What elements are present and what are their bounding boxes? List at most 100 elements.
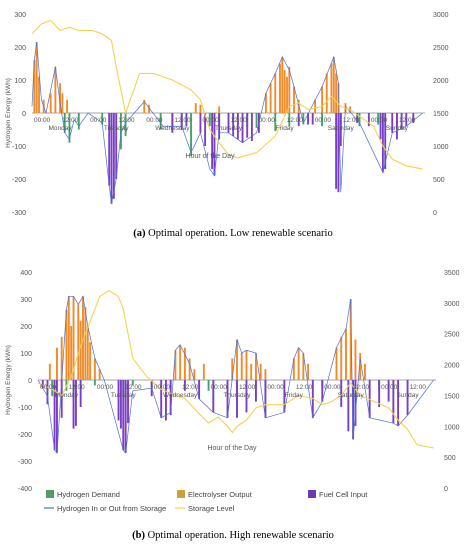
chart2-fuel-cell-bar xyxy=(406,380,409,416)
chart2-x-tick-label: 00:00 xyxy=(267,384,284,391)
chart1-fuel-cell-bar xyxy=(337,113,340,193)
chart1-fuel-cell-bar xyxy=(199,113,202,133)
chart1-electrolyser-bar xyxy=(279,63,281,113)
legend-label: Fuel Cell Input xyxy=(319,490,368,499)
chart1-electrolyser-bar xyxy=(199,104,202,113)
chart1-electrolyser-bar xyxy=(314,99,316,113)
chart1-electrolyser-bar xyxy=(35,42,38,113)
chart1-fuel-cell-bar xyxy=(218,113,221,140)
chart1-fuel-cell-bar xyxy=(246,113,249,138)
chart1-demand-bar xyxy=(119,113,122,150)
chart2-electrolyser-bar xyxy=(340,336,343,380)
chart1-day-label: Wednesday xyxy=(155,125,190,132)
chart1-electrolyser-bar xyxy=(274,73,277,113)
chart2-fuel-cell-bar xyxy=(53,380,56,451)
chart2-y2-tick-label: 2500 xyxy=(444,332,460,339)
chart2-demand-bar xyxy=(207,380,210,391)
chart2-x-tick-label: 00:00 xyxy=(211,384,228,391)
chart2-day-label: Thursday xyxy=(223,392,251,399)
chart2-y-tick-label: 400 xyxy=(20,270,32,277)
chart1-fuel-cell-bar xyxy=(211,113,214,170)
chart1-x-tick-label: 12:00 xyxy=(62,117,79,124)
caption-a: (a) Optimal operation. Low renewable sce… xyxy=(133,228,333,239)
chart1-fuel-cell-bar xyxy=(297,113,300,127)
chart1-electrolyser-bar xyxy=(218,106,221,113)
chart1-electrolyser-bar xyxy=(321,86,324,113)
chart2-electrolyser-bar xyxy=(236,339,238,380)
chart2-electrolyser-bar xyxy=(56,347,58,380)
chart2-fuel-cell-bar xyxy=(160,380,163,418)
chart2-electrolyser-bar xyxy=(84,307,87,380)
chart2-electrolyser-bar xyxy=(183,347,186,380)
chart2-x-tick-label: 12:00 xyxy=(239,384,256,391)
legend-swatch xyxy=(177,490,185,498)
chart1-fuel-cell-bar xyxy=(108,113,111,186)
chart1-demand-bar xyxy=(274,113,277,132)
chart2-electrolyser-bar xyxy=(259,363,262,380)
chart1-electrolyser-bar xyxy=(293,86,295,113)
chart2-electrolyser-bar xyxy=(188,358,191,380)
chart2-y-tick-label: -100 xyxy=(18,405,32,412)
chart2-x-tick-label: 12:00 xyxy=(125,384,142,391)
chart2-demand-bar xyxy=(131,380,134,386)
chart1-storage-level-line xyxy=(31,19,423,170)
chart1-electrolyser-bar xyxy=(283,70,286,113)
chart1-day-label: Saturday xyxy=(328,125,355,132)
chart2-fuel-cell-bar xyxy=(56,380,58,453)
chart2-electrolyser-bar xyxy=(67,296,70,380)
chart1-y-tick-label: -200 xyxy=(12,177,26,184)
chart1-demand-bar xyxy=(208,113,211,127)
chart1-fuel-cell-bar xyxy=(335,113,338,189)
chart1-fuel-cell-bar xyxy=(339,113,342,146)
chart1-x-tick-label: 00:00 xyxy=(259,117,276,124)
chart1-fuel-cell-bar xyxy=(171,113,174,133)
chart2-y2-tick-label: 3500 xyxy=(444,270,460,277)
chart2-x-tick-label: 12:00 xyxy=(353,384,370,391)
chart2-electrolyser-bar xyxy=(354,339,357,380)
chart2-fuel-cell-bar xyxy=(347,380,350,432)
legend-swatch xyxy=(46,490,54,498)
chart2-y-axis-label: Hydrogen Energy (kWh) xyxy=(5,345,12,415)
chart1-x-tick-label: 00:00 xyxy=(371,117,388,124)
chart1-electrolyser-bar xyxy=(194,103,197,113)
chart2-fuel-cell-bar xyxy=(183,380,186,391)
chart1-electrolyser-bar xyxy=(269,83,272,113)
chart1-demand-bar xyxy=(63,113,66,133)
chart1-x-tick-label: 12:00 xyxy=(231,117,248,124)
chart2-electrolyser-bar xyxy=(77,304,80,380)
chart1-y-tick-label: 300 xyxy=(14,12,26,19)
chart2-fuel-cell-bar xyxy=(72,380,75,429)
chart2-y2-tick-label: 1500 xyxy=(444,393,460,400)
chart2-electrolyser-bar xyxy=(250,363,253,380)
chart1-y2-tick-label: 2500 xyxy=(433,45,449,52)
chart2-x-tick-label: 12:00 xyxy=(296,384,313,391)
chart1-fuel-cell-bar xyxy=(395,113,398,140)
chart1-electrolyser-bar xyxy=(148,104,150,113)
chart2-electrolyser-bar xyxy=(359,353,362,380)
chart1-fuel-cell-bar xyxy=(204,113,207,146)
chart1-day-label: Monday xyxy=(49,125,73,132)
chart2-electrolyser-bar xyxy=(349,299,352,380)
chart2-electrolyser-bar xyxy=(245,350,248,380)
chart2-electrolyser-bar xyxy=(202,363,205,380)
chart2-electrolyser-bar xyxy=(264,369,267,380)
chart2-y-tick-label: 300 xyxy=(20,297,32,304)
chart2-electrolyser-bar xyxy=(179,344,182,380)
chart2-y-tick-label: -200 xyxy=(18,432,32,439)
chart2-day-label: Saturday xyxy=(338,392,365,399)
chart2-fuel-cell-bar xyxy=(255,380,257,402)
chart2-fuel-cell-bar xyxy=(226,380,229,418)
chart1-electrolyser-bar xyxy=(332,56,335,113)
chart1-y-tick-label: 100 xyxy=(14,78,26,85)
chart2-x-tick-label: 00:00 xyxy=(381,384,398,391)
chart1-electrolyser-bar xyxy=(61,93,64,113)
chart2-fuel-cell-bar xyxy=(340,380,343,407)
chart2-electrolyser-bar xyxy=(297,347,300,380)
chart1-x-tick-label: 12:00 xyxy=(343,117,360,124)
chart1-fuel-cell-bar xyxy=(356,113,359,123)
chart1-x-tick-label: 00:00 xyxy=(34,117,51,124)
chart2-fuel-cell-bar xyxy=(169,380,172,416)
chart2-storage-level-line xyxy=(37,289,434,449)
legend-label: Hydrogen Demand xyxy=(57,490,120,499)
chart2-electrolyser-bar xyxy=(48,363,51,380)
